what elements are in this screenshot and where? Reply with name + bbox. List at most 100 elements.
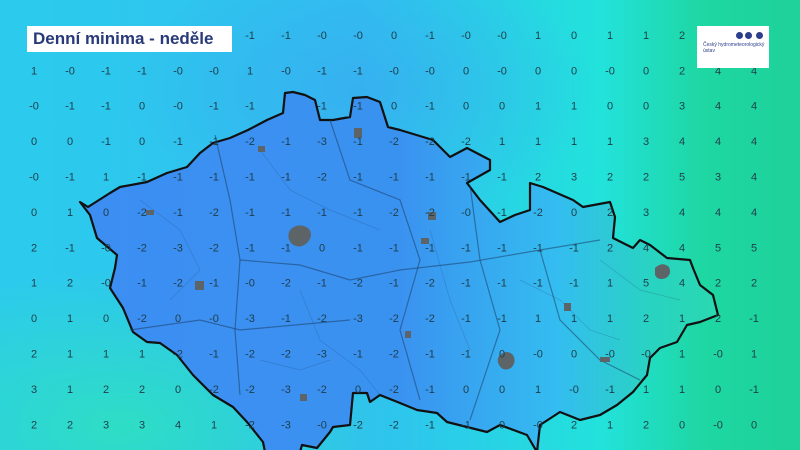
grid-value: 4	[679, 136, 685, 148]
grid-value: 0	[31, 136, 37, 148]
grid-value: 2	[31, 242, 37, 254]
grid-value: -0	[209, 313, 219, 325]
city-karlovy-vary	[258, 146, 265, 152]
grid-value: 1	[571, 136, 577, 148]
grid-value: 2	[535, 172, 541, 184]
city-usti	[354, 128, 362, 138]
grid-value: 0	[751, 419, 757, 431]
grid-value: 1	[103, 172, 109, 184]
grid-value: -1	[101, 136, 111, 148]
grid-value: -2	[281, 278, 291, 290]
grid-value: 4	[715, 136, 721, 148]
grid-value: 5	[715, 242, 721, 254]
grid-value: -1	[461, 349, 471, 361]
city-jihlava	[405, 331, 411, 338]
grid-value: -1	[209, 349, 219, 361]
grid-value: 1	[679, 349, 685, 361]
grid-value: 1	[67, 207, 73, 219]
grid-value: -2	[137, 313, 147, 325]
grid-value: -1	[497, 278, 507, 290]
grid-value: 3	[679, 101, 685, 113]
grid-value: -2	[245, 349, 255, 361]
grid-value: -1	[425, 30, 435, 42]
grid-value: -1	[425, 101, 435, 113]
city-plzen	[195, 281, 204, 290]
grid-value: -1	[65, 172, 75, 184]
grid-value: -1	[605, 384, 615, 396]
grid-value: -2	[461, 136, 471, 148]
grid-value: -1	[353, 207, 363, 219]
grid-value: -1	[749, 313, 759, 325]
grid-value: -1	[101, 65, 111, 77]
grid-value: -2	[389, 349, 399, 361]
grid-value: -0	[173, 101, 183, 113]
grid-value: 2	[607, 172, 613, 184]
grid-value: 0	[571, 30, 577, 42]
grid-value: 2	[643, 172, 649, 184]
grid-value: 0	[175, 313, 181, 325]
grid-value: -1	[461, 313, 471, 325]
grid-value: -1	[317, 207, 327, 219]
grid-value: 0	[31, 207, 37, 219]
grid-value: -1	[245, 101, 255, 113]
grid-value: -1	[281, 207, 291, 219]
grid-value: 2	[31, 349, 37, 361]
grid-value: -0	[425, 65, 435, 77]
grid-value: 1	[643, 30, 649, 42]
grid-value: -0	[29, 172, 39, 184]
grid-value: 1	[571, 313, 577, 325]
logo-text: Český hydrometeorologický ústav	[703, 42, 765, 54]
grid-value: -3	[281, 419, 291, 431]
grid-value: 0	[607, 101, 613, 113]
grid-value: -1	[317, 101, 327, 113]
grid-value: -0	[461, 30, 471, 42]
grid-value: 2	[139, 384, 145, 396]
grid-value: 0	[679, 419, 685, 431]
grid-value: -0	[101, 242, 111, 254]
grid-value: -0	[497, 65, 507, 77]
grid-value: -1	[425, 349, 435, 361]
grid-value: 1	[31, 65, 37, 77]
grid-value: -3	[245, 313, 255, 325]
grid-value: -3	[317, 349, 327, 361]
grid-value: -0	[317, 419, 327, 431]
grid-value: 4	[751, 136, 757, 148]
city-hradec	[421, 238, 429, 244]
grid-value: 1	[67, 313, 73, 325]
grid-value: 1	[535, 136, 541, 148]
grid-value: 2	[643, 313, 649, 325]
grid-value: -1	[209, 172, 219, 184]
grid-value: 0	[175, 384, 181, 396]
grid-value: 1	[535, 101, 541, 113]
grid-value: 3	[103, 419, 109, 431]
grid-value: -2	[245, 136, 255, 148]
grid-value: 2	[571, 419, 577, 431]
grid-value: 2	[715, 313, 721, 325]
grid-value: 2	[715, 278, 721, 290]
grid-value: -0	[353, 30, 363, 42]
grid-value: -1	[209, 136, 219, 148]
grid-value: 0	[391, 101, 397, 113]
grid-value: -0	[245, 278, 255, 290]
city-olomouc	[564, 303, 571, 311]
grid-value: -0	[389, 65, 399, 77]
grid-value: 0	[499, 419, 505, 431]
grid-value: -1	[281, 242, 291, 254]
grid-value: -2	[137, 242, 147, 254]
grid-value: 0	[103, 207, 109, 219]
grid-value: -2	[389, 207, 399, 219]
grid-value: -1	[389, 242, 399, 254]
grid-value: 3	[31, 384, 37, 396]
grid-value: 3	[139, 419, 145, 431]
grid-value: -0	[533, 349, 543, 361]
grid-value: -1	[281, 313, 291, 325]
grid-value: 0	[643, 65, 649, 77]
grid-value: -2	[389, 419, 399, 431]
grid-value: -1	[245, 30, 255, 42]
grid-value: 1	[607, 30, 613, 42]
grid-value: -1	[389, 278, 399, 290]
grid-value: 0	[103, 313, 109, 325]
grid-value: -2	[317, 384, 327, 396]
grid-value: 1	[607, 278, 613, 290]
grid-value: -1	[425, 172, 435, 184]
